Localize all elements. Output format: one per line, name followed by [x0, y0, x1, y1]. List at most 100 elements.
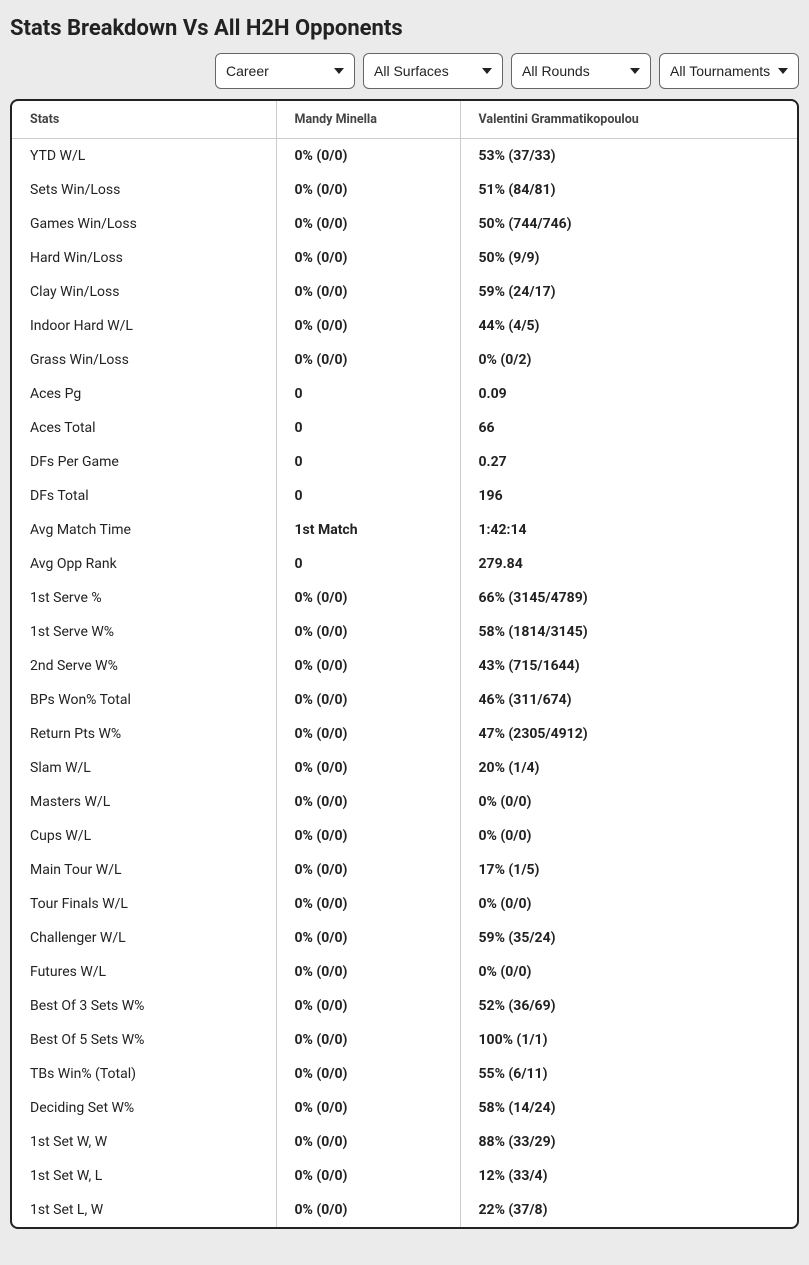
stat-name: 2nd Serve W%	[12, 649, 276, 683]
table-row: Futures W/L0% (0/0)0% (0/0)	[12, 955, 797, 989]
stat-value-p2: 53% (37/33)	[460, 139, 797, 174]
stat-name: 1st Set L, W	[12, 1193, 276, 1227]
stat-value-p1: 0	[276, 479, 460, 513]
stat-value-p1: 0% (0/0)	[276, 1023, 460, 1057]
stat-value-p1: 1st Match	[276, 513, 460, 547]
stat-name: DFs Per Game	[12, 445, 276, 479]
stat-name: Main Tour W/L	[12, 853, 276, 887]
filter-bar: Career All Surfaces All Rounds All Tourn…	[10, 53, 799, 89]
stat-value-p1: 0% (0/0)	[276, 139, 460, 174]
stat-value-p2: 88% (33/29)	[460, 1125, 797, 1159]
stat-value-p2: 47% (2305/4912)	[460, 717, 797, 751]
stat-value-p1: 0% (0/0)	[276, 207, 460, 241]
stat-value-p2: 59% (35/24)	[460, 921, 797, 955]
col-header-stats: Stats	[12, 101, 276, 139]
table-row: Masters W/L0% (0/0)0% (0/0)	[12, 785, 797, 819]
stat-name: Grass Win/Loss	[12, 343, 276, 377]
stat-value-p1: 0% (0/0)	[276, 1125, 460, 1159]
stat-value-p1: 0	[276, 377, 460, 411]
filter-tournaments[interactable]: All Tournaments	[659, 53, 799, 89]
stat-name: BPs Won% Total	[12, 683, 276, 717]
table-row: YTD W/L0% (0/0)53% (37/33)	[12, 139, 797, 174]
stat-value-p1: 0% (0/0)	[276, 717, 460, 751]
table-row: 1st Set L, W0% (0/0)22% (37/8)	[12, 1193, 797, 1227]
table-row: Hard Win/Loss0% (0/0)50% (9/9)	[12, 241, 797, 275]
stat-name: Return Pts W%	[12, 717, 276, 751]
stat-value-p2: 43% (715/1644)	[460, 649, 797, 683]
stat-name: Best Of 3 Sets W%	[12, 989, 276, 1023]
table-row: Challenger W/L0% (0/0)59% (35/24)	[12, 921, 797, 955]
page-title: Stats Breakdown Vs All H2H Opponents	[10, 16, 799, 41]
stat-value-p2: 0% (0/2)	[460, 343, 797, 377]
stat-value-p1: 0% (0/0)	[276, 751, 460, 785]
stat-value-p2: 44% (4/5)	[460, 309, 797, 343]
col-header-p1: Mandy Minella	[276, 101, 460, 139]
table-row: Aces Total066	[12, 411, 797, 445]
stat-value-p2: 1:42:14	[460, 513, 797, 547]
stat-value-p2: 58% (1814/3145)	[460, 615, 797, 649]
table-row: DFs Total0196	[12, 479, 797, 513]
table-row: 1st Set W, W0% (0/0)88% (33/29)	[12, 1125, 797, 1159]
stat-name: Avg Match Time	[12, 513, 276, 547]
stat-value-p2: 50% (9/9)	[460, 241, 797, 275]
stat-value-p2: 59% (24/17)	[460, 275, 797, 309]
filter-rounds[interactable]: All Rounds	[511, 53, 651, 89]
table-row: DFs Per Game00.27	[12, 445, 797, 479]
table-row: Grass Win/Loss0% (0/0)0% (0/2)	[12, 343, 797, 377]
stat-value-p1: 0% (0/0)	[276, 887, 460, 921]
stat-name: Slam W/L	[12, 751, 276, 785]
stat-name: Aces Total	[12, 411, 276, 445]
table-row: Slam W/L0% (0/0)20% (1/4)	[12, 751, 797, 785]
stat-value-p2: 50% (744/746)	[460, 207, 797, 241]
stat-name: Best Of 5 Sets W%	[12, 1023, 276, 1057]
table-row: Return Pts W%0% (0/0)47% (2305/4912)	[12, 717, 797, 751]
stat-value-p1: 0% (0/0)	[276, 275, 460, 309]
table-row: Aces Pg00.09	[12, 377, 797, 411]
stat-value-p1: 0% (0/0)	[276, 309, 460, 343]
table-row: Avg Opp Rank0279.84	[12, 547, 797, 581]
filter-career[interactable]: Career	[215, 53, 355, 89]
stat-value-p2: 58% (14/24)	[460, 1091, 797, 1125]
stat-value-p2: 51% (84/81)	[460, 173, 797, 207]
stat-value-p1: 0% (0/0)	[276, 649, 460, 683]
stat-value-p2: 46% (311/674)	[460, 683, 797, 717]
stat-value-p2: 0% (0/0)	[460, 955, 797, 989]
stat-name: Clay Win/Loss	[12, 275, 276, 309]
stats-table: Stats Mandy Minella Valentini Grammatiko…	[12, 101, 797, 1227]
table-row: Sets Win/Loss0% (0/0)51% (84/81)	[12, 173, 797, 207]
stat-name: 1st Set W, W	[12, 1125, 276, 1159]
table-row: Best Of 5 Sets W%0% (0/0)100% (1/1)	[12, 1023, 797, 1057]
stat-value-p2: 0.27	[460, 445, 797, 479]
table-row: Main Tour W/L0% (0/0)17% (1/5)	[12, 853, 797, 887]
table-row: BPs Won% Total0% (0/0)46% (311/674)	[12, 683, 797, 717]
stat-name: Indoor Hard W/L	[12, 309, 276, 343]
stat-value-p2: 66	[460, 411, 797, 445]
filter-surfaces[interactable]: All Surfaces	[363, 53, 503, 89]
stat-name: Challenger W/L	[12, 921, 276, 955]
stat-value-p2: 22% (37/8)	[460, 1193, 797, 1227]
table-row: Indoor Hard W/L0% (0/0)44% (4/5)	[12, 309, 797, 343]
table-row: 1st Serve W%0% (0/0)58% (1814/3145)	[12, 615, 797, 649]
stat-value-p1: 0	[276, 445, 460, 479]
stat-value-p2: 55% (6/11)	[460, 1057, 797, 1091]
stat-value-p1: 0% (0/0)	[276, 173, 460, 207]
stat-value-p2: 20% (1/4)	[460, 751, 797, 785]
stat-name: 1st Set W, L	[12, 1159, 276, 1193]
stat-value-p1: 0% (0/0)	[276, 683, 460, 717]
stat-value-p1: 0	[276, 547, 460, 581]
table-row: Clay Win/Loss0% (0/0)59% (24/17)	[12, 275, 797, 309]
stat-value-p1: 0% (0/0)	[276, 921, 460, 955]
col-header-p2: Valentini Grammatikopoulou	[460, 101, 797, 139]
stat-name: Futures W/L	[12, 955, 276, 989]
table-row: 1st Serve %0% (0/0)66% (3145/4789)	[12, 581, 797, 615]
table-row: 1st Set W, L0% (0/0)12% (33/4)	[12, 1159, 797, 1193]
stats-table-panel: Stats Mandy Minella Valentini Grammatiko…	[10, 99, 799, 1229]
stat-name: TBs Win% (Total)	[12, 1057, 276, 1091]
table-row: Best Of 3 Sets W%0% (0/0)52% (36/69)	[12, 989, 797, 1023]
stat-value-p2: 0% (0/0)	[460, 785, 797, 819]
stat-name: 1st Serve W%	[12, 615, 276, 649]
stat-value-p1: 0% (0/0)	[276, 853, 460, 887]
stat-name: 1st Serve %	[12, 581, 276, 615]
stat-value-p2: 0.09	[460, 377, 797, 411]
stat-name: Avg Opp Rank	[12, 547, 276, 581]
